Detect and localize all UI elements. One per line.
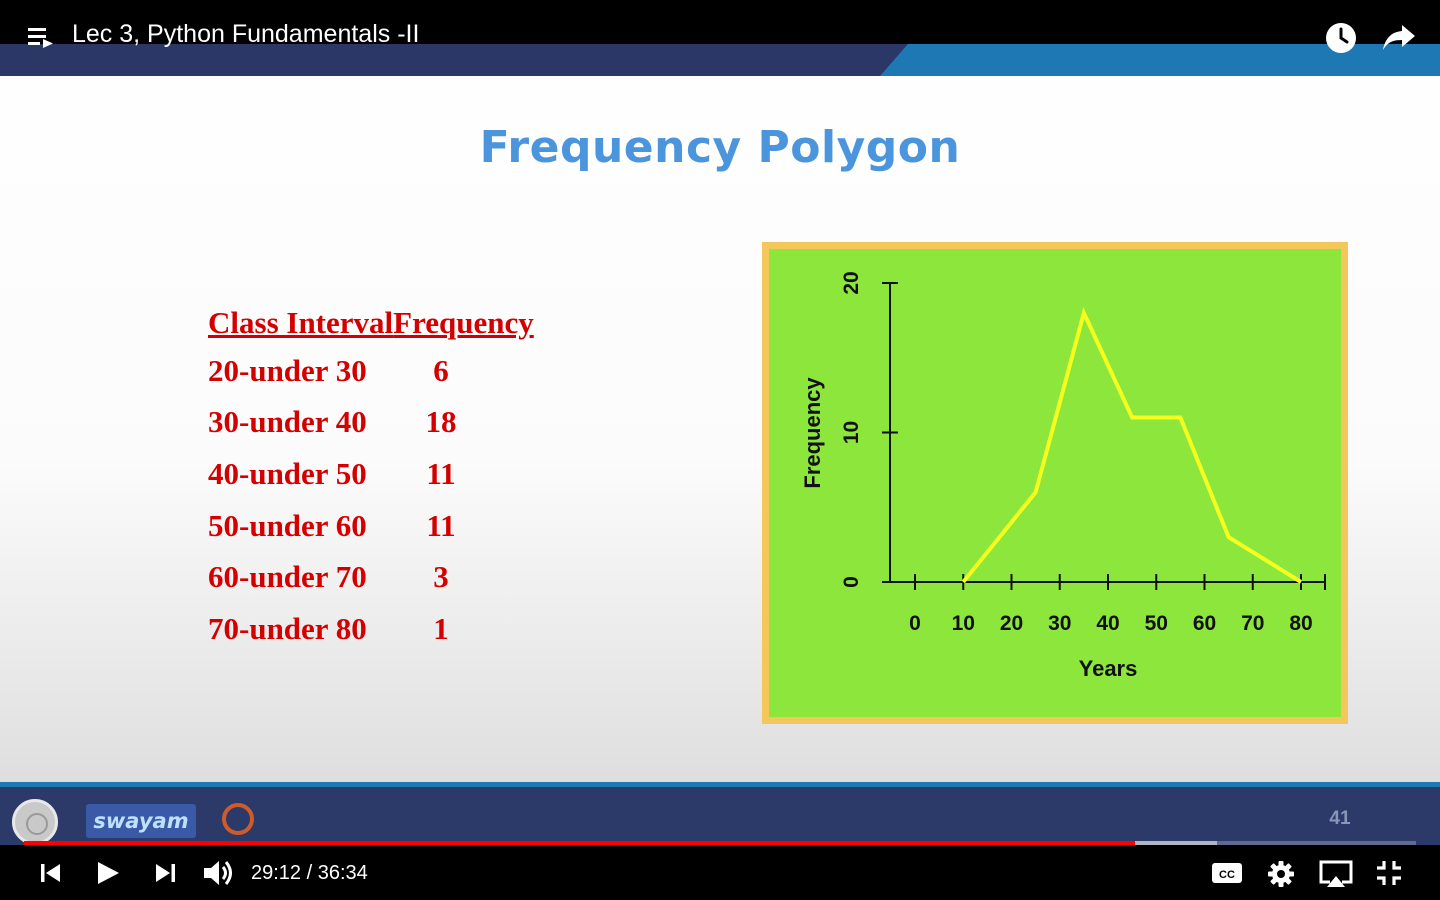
frequency-polygon-chart: 0 10 20 0 10 20 30 40 50 60 70 80 Years Frequency [762, 242, 1348, 724]
slide-footer [0, 787, 1440, 845]
play-icon[interactable] [95, 860, 121, 886]
table-row: 20-under 30 6 [208, 345, 534, 397]
x-axis-label: Years [1079, 656, 1138, 681]
class-interval-cell: 40-under 50 [208, 455, 367, 491]
class-interval-cell: 50-under 60 [208, 507, 367, 543]
share-icon[interactable] [1382, 22, 1416, 52]
frequency-cell: 1 [433, 610, 449, 646]
frequency-cell: 6 [433, 352, 449, 388]
table-row: 40-under 50 11 [208, 448, 534, 500]
x-tick-label: 10 [952, 612, 975, 635]
chart-svg: 0 10 20 0 10 20 30 40 50 60 70 80 Years Frequency [800, 271, 1326, 681]
frequency-cell: 3 [433, 559, 449, 595]
y-tick-label: 20 [840, 271, 863, 294]
x-tick-label: 80 [1289, 612, 1312, 635]
frequency-cell: 11 [426, 507, 456, 543]
class-interval-cell: 30-under 40 [208, 404, 367, 440]
frequency-cell: 11 [426, 455, 456, 491]
video-title[interactable]: Lec 3, Python Fundamentals -II [72, 20, 420, 48]
x-tick-label: 30 [1048, 612, 1071, 635]
class-interval-cell: 60-under 70 [208, 559, 367, 595]
watch-later-icon[interactable] [1324, 21, 1358, 55]
progress-played [24, 841, 1135, 845]
x-tick-label: 20 [1000, 612, 1023, 635]
frequency-cell: 18 [425, 404, 457, 440]
institute-seal-logo [12, 799, 58, 845]
progress-bar[interactable] [24, 841, 1416, 845]
x-tick-label: 40 [1096, 612, 1119, 635]
table-row: 50-under 60 11 [208, 500, 534, 552]
playlist-icon[interactable] [26, 26, 54, 48]
y-tick-label: 10 [840, 421, 863, 444]
nptel-wheel-logo [222, 803, 254, 835]
table-row: 70-under 80 1 [208, 603, 534, 655]
header-class-interval: Class Interval [208, 304, 394, 340]
class-interval-cell: 20-under 30 [208, 352, 367, 388]
x-tick-label: 60 [1193, 612, 1216, 635]
previous-icon[interactable] [38, 862, 64, 884]
table-row: 30-under 40 18 [208, 397, 534, 449]
header-frequency: Frequency [393, 304, 534, 340]
svg-text:CC: CC [1219, 869, 1235, 881]
lecture-slide: Frequency Polygon Class Interval Frequenc… [0, 0, 1440, 845]
y-axis-label: Frequency [800, 377, 825, 489]
slide-title: Frequency Polygon [479, 122, 961, 173]
cast-icon[interactable] [1318, 858, 1354, 890]
player-controls [0, 847, 1440, 900]
exit-fullscreen-icon[interactable] [1375, 859, 1403, 887]
slide-page-number: 41 [1329, 808, 1351, 829]
player-top-bar [0, 0, 1440, 44]
x-tick-label: 70 [1241, 612, 1264, 635]
time-display: 29:12 / 36:34 [251, 862, 368, 884]
x-tick-label: 0 [909, 612, 921, 635]
next-icon[interactable] [152, 862, 178, 884]
captions-icon[interactable]: CC [1211, 861, 1243, 885]
frequency-polygon-line [961, 307, 1303, 584]
swayam-logo: swayam [86, 804, 196, 838]
volume-icon[interactable] [202, 858, 236, 888]
y-tick-label: 0 [840, 576, 863, 588]
table-row: 60-under 70 3 [208, 551, 534, 603]
slide-footer-rule [0, 782, 1440, 787]
class-interval-cell: 70-under 80 [208, 610, 367, 646]
settings-icon[interactable] [1266, 859, 1296, 889]
x-tick-label: 50 [1145, 612, 1168, 635]
frequency-table: Class Interval Frequency 20-under 30 6 30… [208, 300, 534, 655]
table-header: Class Interval Frequency [208, 300, 534, 345]
